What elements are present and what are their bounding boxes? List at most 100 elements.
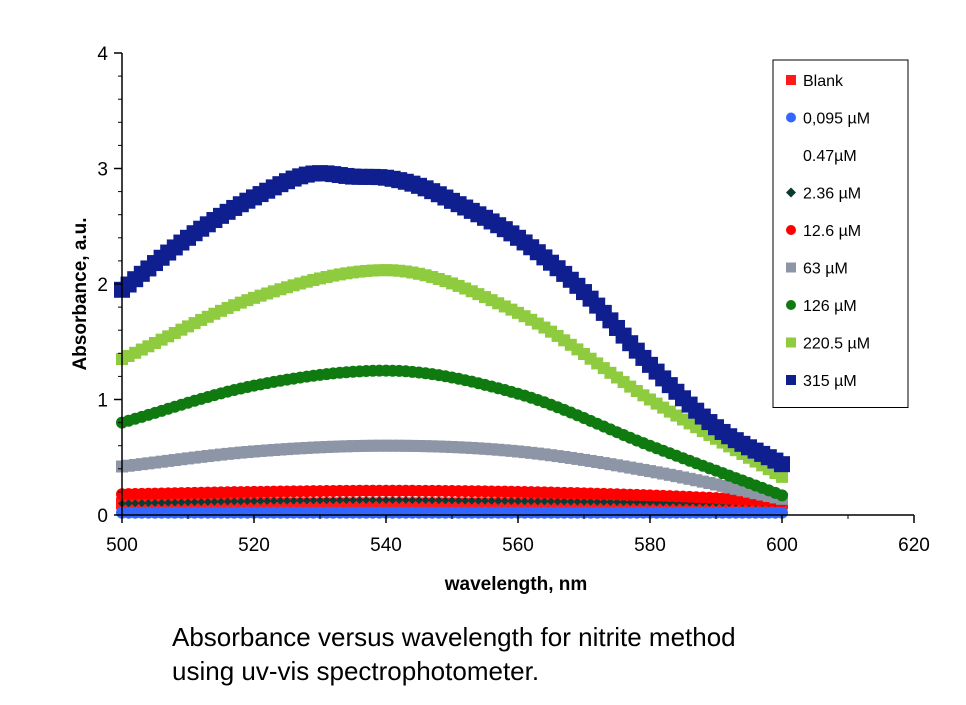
data-point — [514, 497, 522, 506]
data-point — [223, 497, 232, 506]
data-point — [243, 497, 252, 506]
legend-item: 12.6 µM — [786, 223, 861, 240]
data-point — [170, 498, 179, 507]
legend-label: Blank — [803, 73, 844, 90]
legend-item: 315 µM — [786, 373, 857, 390]
data-point — [131, 499, 140, 508]
y-axis-title: Absorbance, a.u. — [70, 217, 91, 370]
data-point — [421, 496, 430, 505]
data-point — [302, 496, 311, 505]
y-tick-label: 1 — [97, 391, 108, 412]
legend-label: 2.36 µM — [803, 186, 861, 203]
data-point — [342, 496, 351, 505]
data-point — [415, 496, 423, 505]
legend-item: 0.47µM — [803, 148, 857, 165]
data-point — [362, 496, 371, 505]
data-point — [401, 496, 410, 505]
legend-label: 0,095 µM — [803, 111, 870, 128]
data-point — [217, 497, 225, 506]
x-tick-label: 540 — [370, 535, 402, 556]
data-point — [382, 495, 390, 504]
data-point — [197, 497, 206, 506]
data-point — [553, 497, 562, 506]
series-7 — [116, 264, 788, 483]
data-point — [586, 497, 595, 506]
data-point — [428, 496, 437, 505]
data-point — [613, 498, 621, 507]
series-8 — [114, 165, 790, 473]
data-point — [236, 497, 245, 506]
data-point — [774, 456, 790, 473]
legend-label: 63 µM — [803, 261, 848, 278]
legend-label: 315 µM — [803, 373, 857, 390]
data-point — [355, 496, 364, 505]
x-tick-label: 580 — [634, 535, 666, 556]
data-point — [335, 496, 344, 505]
axes — [114, 52, 915, 523]
data-point — [144, 498, 153, 507]
data-point — [461, 496, 470, 505]
data-point — [388, 495, 397, 504]
data-point — [177, 498, 186, 507]
data-point — [283, 496, 291, 505]
data-point — [250, 497, 258, 506]
legend-marker — [786, 75, 796, 85]
legend-marker — [786, 112, 796, 123]
y-tick-label: 2 — [97, 275, 108, 296]
data-point — [375, 495, 384, 504]
data-point — [316, 496, 324, 505]
legend-label: 12.6 µM — [803, 223, 861, 240]
series-5 — [116, 439, 788, 505]
data-point — [500, 497, 509, 506]
data-point — [566, 497, 575, 506]
data-point — [164, 498, 173, 507]
legend-label: 220.5 µM — [803, 336, 870, 353]
legend-item: 63 µM — [786, 261, 848, 278]
data-point — [533, 497, 542, 506]
legend-label: 126 µM — [803, 298, 857, 315]
legend-item: 0,095 µM — [786, 111, 870, 128]
y-tick-label: 3 — [97, 160, 108, 181]
legend-label: 0.47µM — [803, 148, 857, 165]
data-point — [560, 497, 569, 506]
x-tick-label: 500 — [106, 535, 138, 556]
legend-marker — [786, 187, 796, 198]
data-point — [448, 496, 456, 505]
data-point — [520, 497, 529, 506]
data-point — [474, 496, 483, 505]
data-point — [776, 489, 788, 502]
y-tick-label: 0 — [97, 506, 108, 527]
legend-marker — [786, 375, 796, 385]
legend-marker — [786, 225, 796, 235]
data-point — [481, 496, 489, 505]
x-tick-labels: 500 520 540 560 580 600 620 — [106, 535, 930, 556]
data-point — [467, 496, 476, 505]
data-point — [507, 497, 516, 506]
data-point — [276, 496, 285, 505]
data-point — [296, 496, 305, 505]
x-tick-label: 520 — [238, 535, 270, 556]
caption-line-2: using uv-vis spectrophotometer. — [172, 656, 540, 686]
plot-area — [114, 165, 790, 519]
data-point — [368, 496, 377, 505]
data-point — [210, 497, 219, 506]
data-point — [184, 498, 192, 507]
y-tick-labels: 0 1 2 3 4 — [97, 44, 108, 527]
data-point — [454, 496, 463, 505]
data-point — [776, 470, 788, 483]
data-point — [441, 496, 450, 505]
data-point — [599, 497, 608, 506]
data-point — [408, 496, 417, 505]
figure-caption: Absorbance versus wavelength for nitrite… — [172, 620, 932, 688]
x-tick-label: 620 — [898, 535, 930, 556]
x-tick-label: 600 — [766, 535, 798, 556]
data-point — [151, 498, 159, 507]
legend-item: 2.36 µM — [786, 186, 861, 203]
data-point — [157, 498, 166, 507]
data-point — [547, 497, 555, 506]
data-point — [487, 496, 496, 505]
legend-marker — [786, 262, 796, 273]
data-point — [137, 499, 146, 508]
data-point — [527, 497, 536, 506]
